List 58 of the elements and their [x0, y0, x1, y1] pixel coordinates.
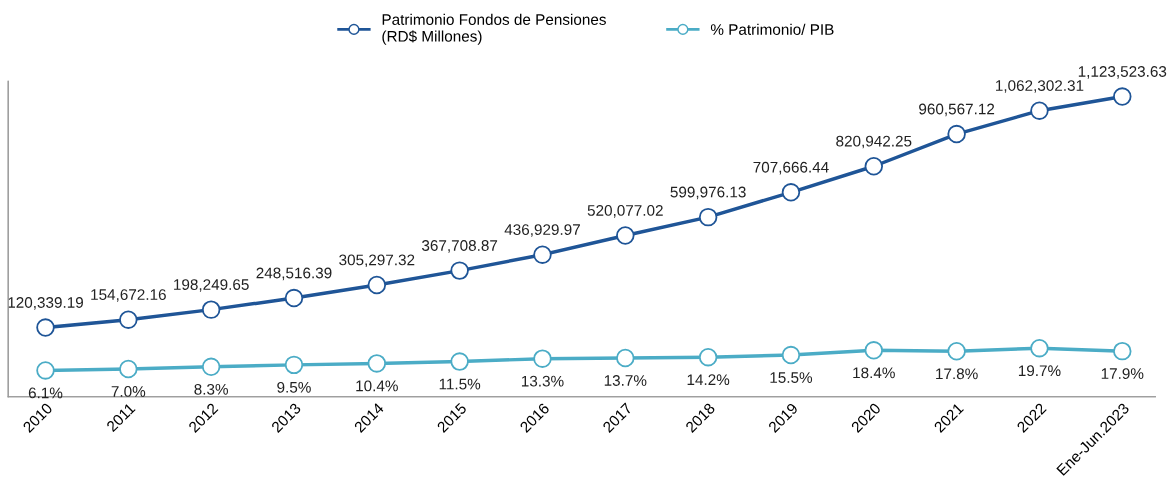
point [533, 245, 552, 264]
point [284, 288, 304, 308]
data-label: 19.7% [1018, 365, 1061, 377]
point [616, 348, 635, 368]
point [201, 357, 221, 377]
point [201, 300, 221, 319]
data-label: 10.4% [356, 380, 398, 392]
data-label: 8.3% [194, 383, 229, 395]
point [284, 355, 304, 375]
data-label: 1,123,523.63 [1078, 66, 1167, 79]
point [616, 226, 635, 245]
data-label: 154,672.16 [91, 289, 166, 302]
point [1030, 101, 1049, 120]
data-label: 1,062,302.31 [996, 80, 1084, 93]
legend-label: % Patrimonio/ PIB [710, 23, 834, 35]
point [864, 157, 884, 176]
point [698, 347, 718, 367]
point [36, 361, 55, 380]
point [1030, 338, 1049, 358]
point [119, 359, 138, 379]
point [1113, 87, 1132, 106]
point [533, 349, 552, 368]
point [864, 341, 884, 360]
point [450, 352, 469, 371]
point [36, 318, 55, 337]
legend-label: Patrimonio Fondos de Pensiones (RD$ Millones) [382, 13, 606, 45]
point [781, 345, 801, 365]
data-label: 120,339.19 [8, 297, 83, 310]
data-label: 7.0% [111, 386, 146, 397]
data-label: 436,929.97 [504, 224, 580, 237]
data-label: 17.8% [936, 368, 978, 380]
data-label: 17.9% [1101, 368, 1144, 380]
point [367, 275, 387, 295]
data-label: 367,708.87 [421, 240, 498, 253]
data-label: 11.5% [439, 378, 481, 390]
data-label: 305,297.32 [339, 254, 415, 268]
point [450, 261, 469, 280]
data-label: 15.5% [770, 372, 813, 383]
data-label: 820,942.25 [836, 135, 912, 149]
data-label: 13.7% [604, 375, 647, 386]
point [119, 310, 138, 329]
data-label: 707,666.44 [753, 161, 829, 175]
data-label: 6.1% [28, 387, 63, 399]
point [698, 207, 718, 227]
data-label: 198,249.65 [174, 279, 249, 292]
data-label: 14.2% [687, 374, 730, 386]
data-label: 9.5% [277, 381, 311, 393]
data-label: 960,567.12 [919, 103, 995, 117]
data-label: 520,077.02 [587, 205, 663, 218]
data-label: 248,516.39 [256, 267, 332, 281]
point [1113, 341, 1132, 361]
data-label: 13.3% [521, 375, 564, 387]
point [947, 342, 966, 361]
point [947, 124, 966, 144]
data-label: 599,976.13 [670, 186, 746, 200]
point [367, 354, 387, 373]
data-label: 18.4% [853, 367, 895, 379]
point [781, 183, 801, 202]
